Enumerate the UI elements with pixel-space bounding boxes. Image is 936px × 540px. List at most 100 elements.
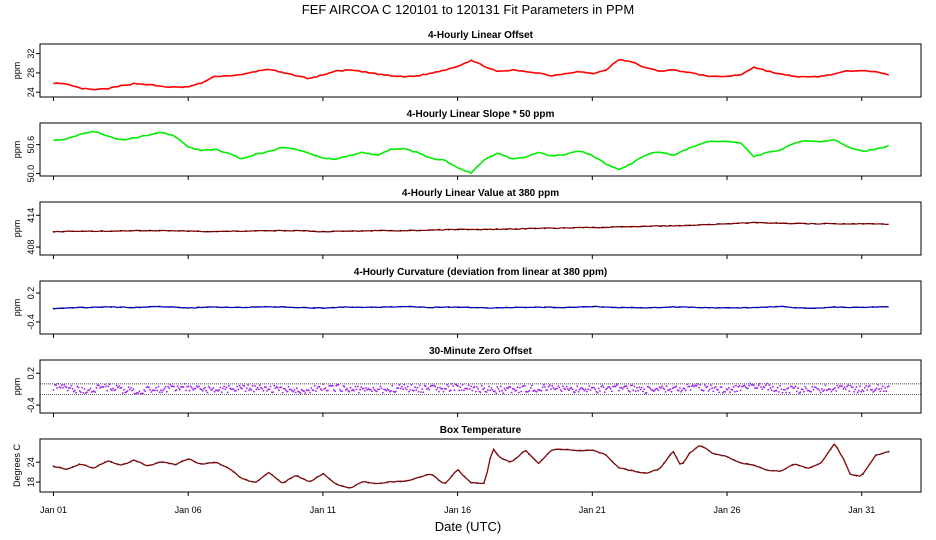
data-point [75,391,77,394]
y-tick-label: 24 [26,87,36,97]
data-point [442,390,445,393]
data-point [711,387,713,390]
data-point [488,385,490,388]
data-point [274,306,276,308]
data-point [784,388,786,391]
data-point [617,466,620,469]
data-point [158,229,161,232]
y-tick-label: 28 [26,68,36,78]
data-point [701,445,704,448]
data-point [726,389,729,391]
data-point [502,458,505,460]
data-point [819,391,822,394]
data-point [155,462,158,465]
data-point [829,448,832,451]
y-axis-label: ppm [12,378,22,396]
data-point [331,384,334,387]
data-point [395,390,397,393]
data-point [752,384,755,387]
data-point [59,386,62,389]
data-point [843,386,846,389]
data-point [459,386,462,388]
data-point [205,389,208,392]
data-point [534,306,537,308]
data-point [560,448,562,451]
data-point [573,449,575,452]
data-point [126,390,129,392]
data-point [56,387,58,389]
data-point [504,389,507,392]
data-point [293,306,296,309]
data-point [862,306,864,309]
data-point [611,226,614,228]
panel-title: 4-Hourly Linear Value at 380 ppm [402,188,559,199]
x-tick-label: Jan 01 [40,505,67,515]
data-point [255,388,258,391]
data-point [815,386,817,388]
data-point [82,392,85,394]
data-point [303,306,305,309]
data-point [157,385,160,388]
data-point [578,388,581,391]
data-point [386,388,389,390]
data-point [791,463,794,466]
data-point [562,385,564,388]
data-point [450,475,453,477]
data-point [65,468,68,471]
data-point [737,385,740,388]
data-point [280,386,283,389]
data-point [469,388,471,390]
data-point [364,389,366,392]
data-point [397,387,400,390]
data-point [721,392,724,394]
data-point [274,229,276,232]
data-point [349,386,352,389]
data-point [868,384,871,387]
data-point [835,390,838,392]
data-point [621,306,623,309]
y-tick-label: -0.4 [26,397,36,413]
data-point [74,389,76,392]
data-point [881,385,884,388]
data-point [695,447,697,450]
data-point [238,384,241,387]
data-point [786,388,789,390]
data-point [823,306,826,309]
data-point [708,223,710,226]
data-point [52,307,55,310]
data-point [714,386,717,388]
data-point [245,306,247,309]
data-point [253,390,255,393]
data-point [810,390,812,393]
data-point [553,306,556,309]
data-point [264,229,267,232]
data-point [431,474,434,476]
y-tick-label: 0.2 [26,287,36,300]
data-point [875,387,878,390]
data-point [508,460,511,463]
data-point [587,388,589,391]
data-point [107,385,110,388]
data-point [565,385,568,388]
data-point [683,388,686,390]
data-point [131,389,134,392]
data-point [717,307,720,309]
data-point [804,307,806,310]
data-point [647,386,650,388]
data-point [154,389,156,391]
data-point [258,479,260,481]
panel-frame [39,122,922,177]
data-point [564,388,567,391]
data-point [65,386,68,389]
data-point [255,306,257,308]
data-point [550,388,552,390]
data-point [643,472,646,474]
data-point [624,468,627,471]
data-point [775,222,777,224]
data-point [463,389,465,392]
data-point [848,390,851,393]
data-point [871,388,873,391]
data-point [699,383,702,386]
data-point [592,449,594,452]
data-point [260,386,262,389]
